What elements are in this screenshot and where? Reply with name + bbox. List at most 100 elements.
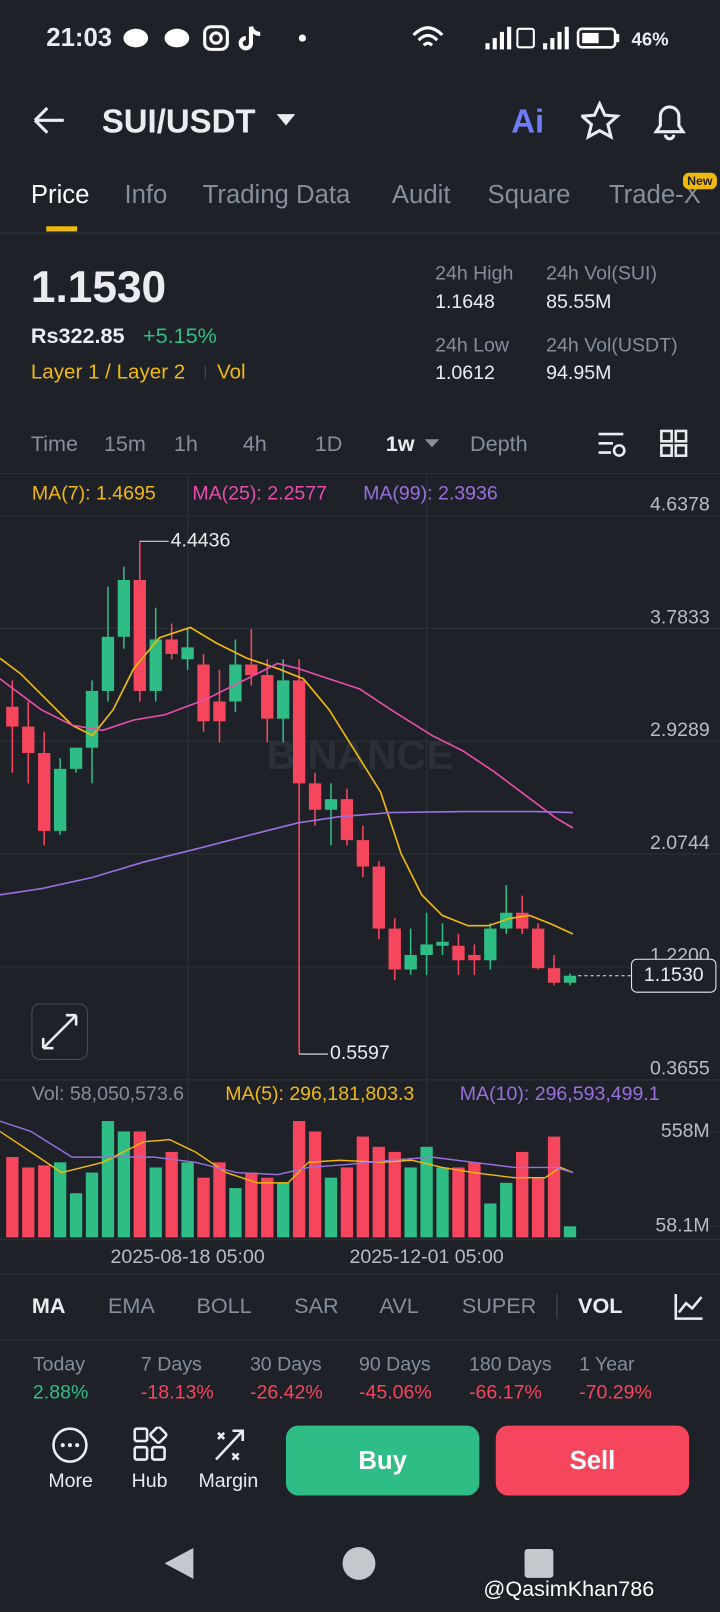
candle-body xyxy=(69,747,83,769)
indicator[interactable]: SUPER xyxy=(461,1294,537,1319)
candle-body xyxy=(547,968,561,983)
candle-body xyxy=(420,944,433,955)
ma25-line xyxy=(0,662,574,829)
volume-bar xyxy=(308,1131,322,1238)
tab-active[interactable]: Price xyxy=(30,180,90,210)
interval[interactable]: 15m xyxy=(103,432,146,457)
sell-button[interactable]: Sell xyxy=(495,1425,690,1496)
x-tick-label: 2025-12-01 05:00 xyxy=(349,1246,503,1268)
indicator-settings[interactable] xyxy=(674,1292,705,1321)
tab[interactable]: Trading Data xyxy=(202,180,351,210)
action-label[interactable]: More xyxy=(48,1470,93,1492)
ma-legend: MA(99): 2.3936 xyxy=(363,482,498,505)
candle-body xyxy=(324,799,338,810)
indicator-active[interactable]: VOL xyxy=(578,1294,623,1319)
perf-label: 7 Days xyxy=(140,1354,202,1376)
interval[interactable]: Depth xyxy=(470,432,528,457)
candle-body xyxy=(133,580,146,691)
interval[interactable]: 1h xyxy=(173,432,198,457)
action-icons[interactable] xyxy=(49,1426,245,1464)
interval[interactable]: 1D xyxy=(314,432,343,457)
volume-bar xyxy=(149,1167,162,1238)
ma-legend: MA(25): 2.2577 xyxy=(192,482,328,505)
tab[interactable]: Audit xyxy=(391,180,451,210)
indicator[interactable]: SAR xyxy=(294,1294,339,1319)
y-tick-label: 2.0744 xyxy=(650,832,710,854)
header-actions[interactable] xyxy=(581,100,694,142)
perf-value: -70.29% xyxy=(579,1381,652,1404)
candle-body xyxy=(117,580,131,637)
ma-legend: MA(7): 1.4695 xyxy=(31,482,156,505)
y-tick-label: 3.7833 xyxy=(650,606,710,628)
ma7-line xyxy=(0,626,574,935)
candle-body xyxy=(22,726,35,753)
candle-body xyxy=(277,680,290,719)
volume-bar xyxy=(468,1162,481,1238)
perf-value: -26.42% xyxy=(249,1381,323,1404)
tab[interactable]: Square xyxy=(487,180,571,210)
tag[interactable]: Layer 1 / Layer 2 xyxy=(30,361,186,384)
indicator[interactable]: AVL xyxy=(379,1294,419,1319)
divider xyxy=(0,1339,720,1341)
nav-bar[interactable] xyxy=(154,1543,565,1586)
candle-body xyxy=(181,647,194,660)
volume-bar xyxy=(420,1146,433,1238)
volume-bar xyxy=(133,1131,146,1238)
volume-bar xyxy=(53,1162,67,1238)
perf-label: Today xyxy=(32,1354,86,1376)
x-tick-label: 2025-08-18 05:00 xyxy=(110,1246,264,1268)
stat-value: 94.95M xyxy=(546,362,612,385)
interval[interactable]: 4h xyxy=(242,432,267,457)
volume-bar xyxy=(277,1182,290,1238)
volume-tick-label: 58.1M xyxy=(655,1215,709,1237)
volume-bar xyxy=(340,1167,354,1238)
vol-legend: MA(10): 296,593,499.1 xyxy=(459,1083,660,1106)
divider xyxy=(0,1273,720,1275)
action-label[interactable]: Margin xyxy=(198,1470,259,1492)
high-label: 4.4436 xyxy=(171,529,231,551)
candle-body xyxy=(292,680,306,784)
perf-value: -66.17% xyxy=(469,1381,542,1404)
ai-button[interactable]: Ai xyxy=(511,102,545,140)
ma99-line xyxy=(0,810,573,896)
tab-indicator xyxy=(46,226,78,232)
pair-dropdown[interactable] xyxy=(276,113,297,127)
interval-active[interactable]: 1w xyxy=(385,432,415,457)
candle-body xyxy=(404,954,417,970)
volume-bar xyxy=(516,1151,529,1238)
fiat-price: Rs322.85 xyxy=(30,324,125,349)
tag[interactable]: Vol xyxy=(217,361,246,384)
price-change: +5.15% xyxy=(142,324,217,349)
stat-value: 1.1648 xyxy=(435,291,495,314)
volume-bar xyxy=(197,1177,210,1238)
action-label[interactable]: Hub xyxy=(131,1470,168,1492)
pair-title[interactable]: SUI/USDT xyxy=(101,102,256,140)
chart-settings[interactable] xyxy=(597,428,692,461)
tab[interactable]: Info xyxy=(124,180,168,210)
indicator[interactable]: EMA xyxy=(107,1294,155,1319)
candle-body xyxy=(452,945,465,961)
candle-body xyxy=(101,636,115,691)
candle-body xyxy=(468,954,481,961)
stat-label: 24h High xyxy=(435,262,514,285)
interval-dropdown[interactable] xyxy=(424,438,440,448)
stat-label: 24h Low xyxy=(435,334,509,357)
volume-bar xyxy=(292,1121,306,1238)
divider xyxy=(0,232,720,234)
indicator[interactable]: BOLL xyxy=(196,1294,252,1319)
stat-value: 1.0612 xyxy=(435,362,495,385)
candle-body xyxy=(245,664,258,676)
back-button[interactable] xyxy=(31,103,68,138)
interval[interactable]: Time xyxy=(30,432,79,457)
buy-button[interactable]: Buy xyxy=(285,1425,480,1496)
last-price: 1.1530 xyxy=(30,262,167,313)
vol-ma5-line xyxy=(0,1130,574,1184)
divider xyxy=(0,473,720,475)
candle-body xyxy=(38,752,51,831)
volume-bar xyxy=(452,1167,465,1238)
candle-body xyxy=(165,639,178,654)
indicator-active[interactable]: MA xyxy=(31,1294,66,1319)
new-badge: New xyxy=(682,172,717,190)
candle-body xyxy=(484,928,497,961)
volume-bar xyxy=(388,1151,401,1238)
